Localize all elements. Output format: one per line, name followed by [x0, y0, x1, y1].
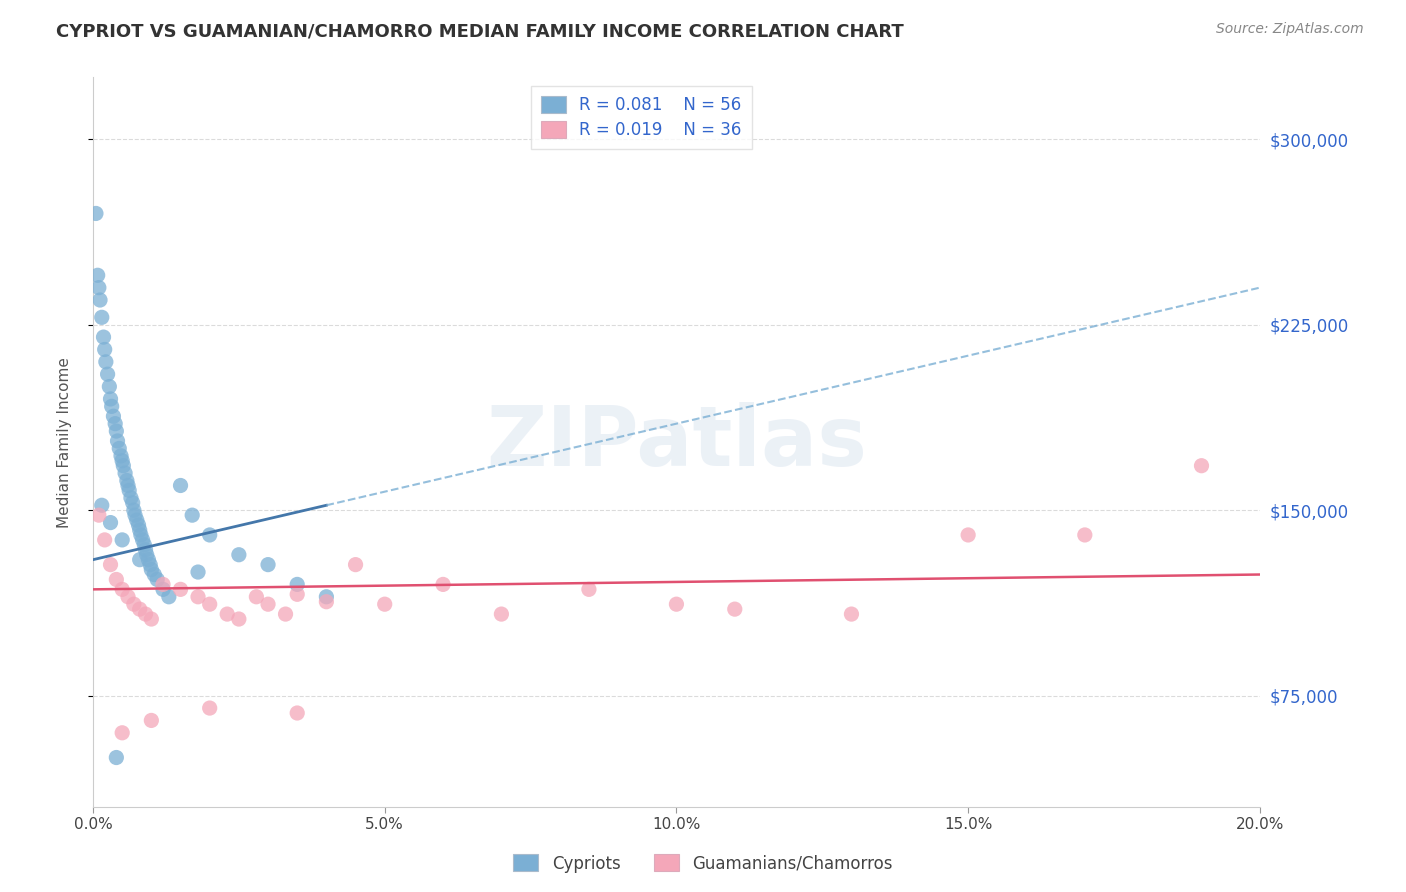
Point: [90, 498, 112, 512]
Point: [141, 714, 163, 728]
Point: [135, 548, 157, 562]
Point: [84, 206, 107, 220]
Point: [1191, 458, 1213, 473]
Point: [432, 577, 454, 591]
Point: [152, 582, 174, 597]
Point: [228, 612, 250, 626]
Point: [111, 582, 134, 597]
Point: [87, 280, 110, 294]
Point: [100, 516, 122, 530]
Point: [114, 466, 136, 480]
Point: [111, 726, 134, 740]
Legend: Cypriots, Guamanians/Chamorros: Cypriots, Guamanians/Chamorros: [506, 847, 900, 880]
Point: [257, 558, 280, 572]
Point: [105, 750, 128, 764]
Point: [198, 701, 221, 715]
Point: [134, 538, 156, 552]
Point: [146, 573, 169, 587]
Point: [134, 607, 156, 621]
Point: [315, 590, 337, 604]
Point: [198, 597, 221, 611]
Point: [285, 706, 308, 720]
Y-axis label: Median Family Income: Median Family Income: [58, 357, 72, 528]
Point: [181, 508, 204, 523]
Point: [125, 513, 148, 527]
Point: [141, 612, 163, 626]
Point: [128, 602, 150, 616]
Point: [94, 355, 117, 369]
Point: [128, 523, 150, 537]
Point: [98, 379, 121, 393]
Point: [141, 563, 163, 577]
Point: [665, 597, 688, 611]
Point: [187, 565, 209, 579]
Point: [118, 483, 141, 498]
Point: [169, 582, 191, 597]
Point: [100, 400, 122, 414]
Point: [841, 607, 863, 621]
Point: [115, 474, 138, 488]
Point: [112, 458, 135, 473]
Point: [131, 533, 153, 547]
Point: [103, 409, 125, 424]
Point: [97, 368, 120, 382]
Point: [122, 597, 145, 611]
Point: [93, 330, 115, 344]
Point: [100, 392, 122, 406]
Text: CYPRIOT VS GUAMANIAN/CHAMORRO MEDIAN FAMILY INCOME CORRELATION CHART: CYPRIOT VS GUAMANIAN/CHAMORRO MEDIAN FAM…: [56, 22, 904, 40]
Point: [100, 558, 122, 572]
Point: [87, 508, 110, 523]
Point: [111, 533, 134, 547]
Point: [198, 528, 221, 542]
Point: [105, 573, 128, 587]
Point: [257, 597, 280, 611]
Point: [578, 582, 600, 597]
Point: [86, 268, 108, 283]
Point: [117, 478, 139, 492]
Point: [122, 503, 145, 517]
Point: [724, 602, 747, 616]
Text: Source: ZipAtlas.com: Source: ZipAtlas.com: [1216, 22, 1364, 37]
Point: [128, 518, 150, 533]
Point: [187, 590, 209, 604]
Point: [139, 558, 162, 572]
Point: [120, 491, 142, 505]
Point: [89, 293, 111, 307]
Point: [274, 607, 297, 621]
Point: [217, 607, 239, 621]
Point: [93, 533, 115, 547]
Point: [124, 508, 146, 523]
Point: [117, 590, 139, 604]
Point: [108, 442, 131, 456]
Point: [245, 590, 267, 604]
Point: [110, 449, 132, 463]
Point: [104, 417, 127, 431]
Point: [491, 607, 513, 621]
Point: [128, 552, 150, 566]
Point: [285, 577, 308, 591]
Point: [374, 597, 396, 611]
Point: [107, 434, 129, 448]
Point: [1074, 528, 1097, 542]
Point: [152, 577, 174, 591]
Point: [111, 454, 134, 468]
Point: [129, 528, 152, 542]
Point: [138, 552, 160, 566]
Point: [344, 558, 367, 572]
Point: [105, 424, 128, 438]
Point: [169, 478, 191, 492]
Point: [134, 542, 156, 557]
Point: [90, 310, 112, 325]
Text: ZIPatlas: ZIPatlas: [486, 401, 868, 483]
Point: [121, 496, 143, 510]
Point: [315, 595, 337, 609]
Point: [228, 548, 250, 562]
Point: [957, 528, 980, 542]
Point: [143, 567, 166, 582]
Point: [157, 590, 180, 604]
Point: [93, 343, 115, 357]
Point: [285, 587, 308, 601]
Legend: R = 0.081    N = 56, R = 0.019    N = 36: R = 0.081 N = 56, R = 0.019 N = 36: [531, 86, 752, 149]
